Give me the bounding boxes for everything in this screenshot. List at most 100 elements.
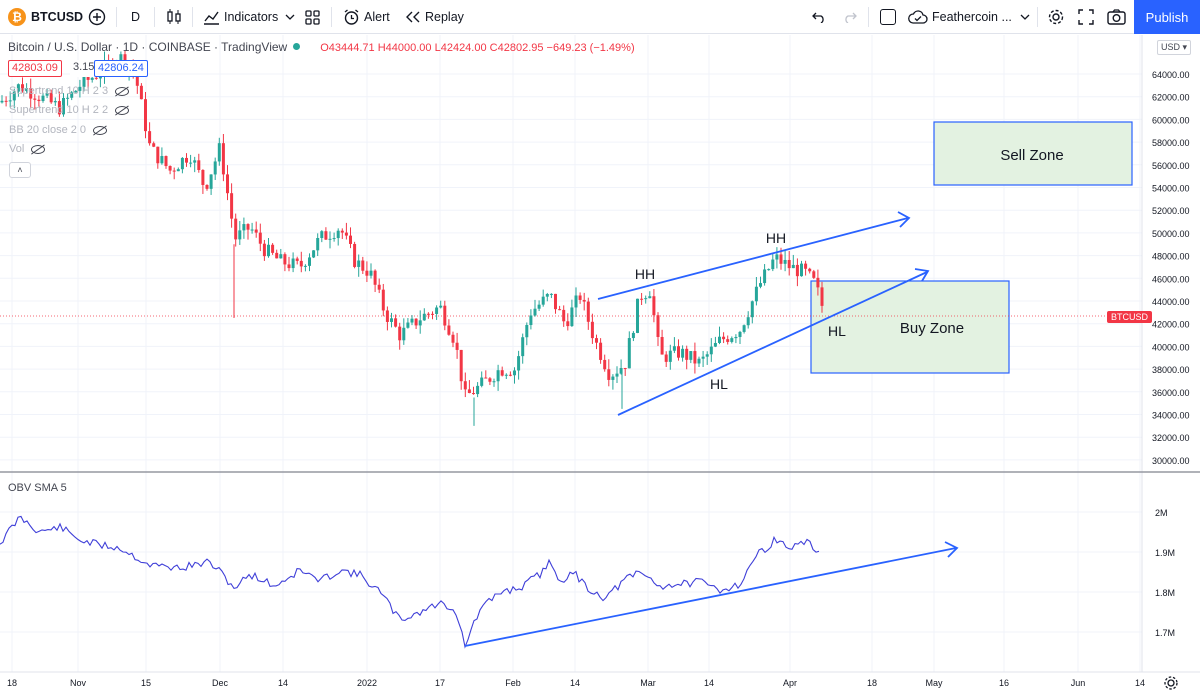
fullscreen-button[interactable] [1078, 0, 1094, 34]
symbol-label: BTCUSD [31, 10, 84, 24]
settings-button[interactable] [1047, 0, 1065, 34]
obv-trendline[interactable] [464, 541, 959, 647]
interval-button[interactable]: D [131, 0, 140, 34]
collapse-legend-button[interactable]: ˄ [9, 162, 31, 178]
sell-price-box[interactable]: 42803.09 [8, 60, 62, 77]
layout-grid-button[interactable] [305, 0, 320, 34]
indicator-bollinger[interactable]: BB 20 close 2 0 [9, 124, 108, 136]
low-value: L42424.00 [434, 42, 487, 54]
indicator-label: Vol [9, 143, 25, 155]
interval-label: D [131, 10, 141, 24]
indicator-supertrend-1[interactable]: Supertrend 10 H 2 3 [9, 85, 130, 97]
chart-legend: Bitcoin / U.S. Dollar · 1D · COINBASE · … [8, 40, 635, 54]
time-axis-label: 14 [570, 678, 580, 688]
buy-price-box[interactable]: 42806.24 [94, 60, 148, 77]
time-axis-label: 18 [7, 678, 17, 688]
obv-indicator-label[interactable]: OBV SMA 5 [8, 482, 67, 494]
high-value: H44000.00 [377, 42, 432, 54]
obv-axis-label: 1.8M [1155, 588, 1175, 598]
replay-label: Replay [425, 10, 464, 24]
obv-axis-label: 2M [1155, 508, 1168, 518]
hidden-eye-icon[interactable] [115, 86, 130, 96]
alert-label: Alert [364, 10, 390, 24]
obv-axis-label: 1.9M [1155, 548, 1175, 558]
indicator-label: Supertrend 10 H 2 2 [9, 104, 109, 116]
templates-dropdown[interactable] [285, 0, 295, 34]
snapshot-button[interactable] [1107, 0, 1126, 34]
publish-label: Publish [1145, 9, 1189, 25]
price-axis-label: 34000.00 [1152, 411, 1190, 421]
price-axis-label: 48000.00 [1152, 252, 1190, 262]
symbol-search-button[interactable]: ₿ BTCUSD [8, 0, 83, 34]
currency-button[interactable]: USD ▾ [1157, 40, 1192, 55]
time-axis-label: Feb [505, 678, 521, 688]
undo-icon [812, 12, 824, 23]
indicator-supertrend-2[interactable]: Supertrend 10 H 2 2 [9, 104, 130, 116]
time-axis-label: 16 [999, 678, 1009, 688]
time-axis-label: 17 [435, 678, 445, 688]
price-axis-label: 40000.00 [1152, 342, 1190, 352]
alarm-clock-icon [344, 8, 359, 25]
price-axis-label: 46000.00 [1152, 274, 1190, 284]
grid-icon [305, 9, 320, 25]
candlestick-series [0, 50, 824, 426]
alert-button[interactable]: Alert [343, 0, 390, 34]
square-icon [880, 9, 896, 25]
indicator-label: BB 20 close 2 0 [9, 124, 87, 136]
open-value: O43444.71 [320, 42, 375, 54]
publish-button[interactable]: Publish [1134, 0, 1200, 34]
price-axis-label: 38000.00 [1152, 365, 1190, 375]
fullscreen-toggle-button[interactable] [880, 0, 896, 34]
camera-icon [1107, 9, 1126, 25]
chart-style-button[interactable] [166, 0, 182, 34]
time-axis-label: Jun [1071, 678, 1086, 688]
hl-label-2: HL [828, 323, 846, 339]
time-axis-settings-icon[interactable] [1164, 676, 1178, 690]
replay-button[interactable]: Replay [405, 0, 464, 34]
hidden-eye-icon[interactable] [115, 105, 130, 115]
obv-axis[interactable]: 2M 1.9M 1.8M 1.7M [1155, 508, 1175, 638]
chevron-down-icon [285, 14, 295, 20]
time-axis-label: Nov [70, 678, 87, 688]
close-value: C42802.95 [489, 42, 544, 54]
hidden-eye-icon[interactable] [93, 125, 108, 135]
price-axis-label: 36000.00 [1152, 388, 1190, 398]
price-axis-label: 54000.00 [1152, 184, 1190, 194]
indicator-volume[interactable]: Vol [9, 143, 46, 155]
buy-zone-box[interactable] [810, 280, 1010, 374]
indicators-button[interactable]: Indicators [203, 0, 278, 34]
undo-button[interactable] [812, 0, 826, 34]
time-axis-label: 14 [1135, 678, 1145, 688]
price-axis-label: 30000.00 [1152, 456, 1190, 466]
price-axis-label: 50000.00 [1152, 229, 1190, 239]
obv-axis-label: 1.7M [1155, 628, 1175, 638]
time-axis[interactable]: 18 Nov 15 Dec 14 2022 17 Feb 14 Mar 14 Apr 18 May 16 Ju… [7, 678, 1145, 688]
hidden-eye-icon[interactable] [31, 144, 46, 154]
last-price-symbol-tag: BTCUSD [1107, 311, 1153, 323]
upper-trendline[interactable] [597, 211, 911, 300]
price-axis-label: 64000.00 [1152, 70, 1190, 80]
price-axis-label: 44000.00 [1152, 297, 1190, 307]
time-axis-label: 14 [278, 678, 288, 688]
redo-button[interactable] [843, 0, 857, 34]
layout-dropdown[interactable] [1020, 0, 1030, 34]
change-value: −649.23 (−1.49%) [546, 42, 635, 54]
price-axis[interactable]: 64000.00 62000.00 60000.00 58000.00 56000.00… [1152, 70, 1190, 466]
time-axis-label: 14 [704, 678, 714, 688]
gear-icon [1048, 9, 1064, 25]
compare-button[interactable] [88, 0, 106, 34]
layout-name-button[interactable]: Feathercoin ... [908, 0, 1012, 34]
indicators-icon [204, 11, 219, 25]
spread-value: 3.15 [70, 60, 98, 77]
top-toolbar: ₿ BTCUSD D Indicators Alert Replay Feath… [0, 0, 1200, 34]
price-axis-label: 58000.00 [1152, 138, 1190, 148]
price-axis-label: 32000.00 [1152, 433, 1190, 443]
time-axis-label: 15 [141, 678, 151, 688]
lower-trendline[interactable] [617, 268, 930, 416]
time-axis-label: Dec [212, 678, 229, 688]
sell-zone-box[interactable] [933, 121, 1133, 186]
price-axis-label: 56000.00 [1152, 161, 1190, 171]
cloud-icon [908, 10, 928, 24]
time-axis-label: Apr [783, 678, 797, 688]
